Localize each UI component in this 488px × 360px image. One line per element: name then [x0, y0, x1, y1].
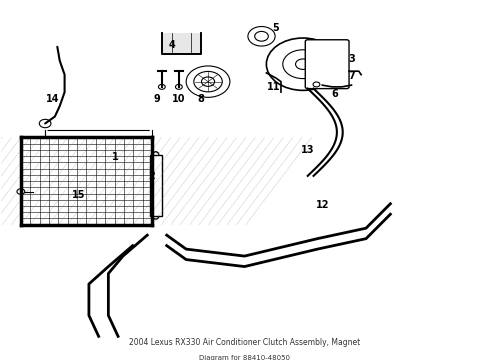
- Circle shape: [266, 38, 339, 90]
- Text: Diagram for 88410-48050: Diagram for 88410-48050: [199, 355, 289, 360]
- Bar: [21, 138, 152, 225]
- Text: 7: 7: [347, 71, 354, 81]
- Bar: [149, 155, 162, 216]
- Circle shape: [247, 27, 275, 46]
- Text: 2004 Lexus RX330 Air Conditioner Clutch Assembly, Magnet: 2004 Lexus RX330 Air Conditioner Clutch …: [129, 338, 359, 347]
- Text: 14: 14: [45, 94, 59, 104]
- Text: 5: 5: [272, 23, 279, 32]
- Text: 9: 9: [153, 94, 160, 104]
- Circle shape: [17, 189, 25, 194]
- Circle shape: [295, 59, 309, 69]
- Circle shape: [201, 77, 214, 86]
- Circle shape: [186, 66, 229, 97]
- Text: 13: 13: [300, 145, 314, 155]
- Text: 4: 4: [168, 40, 175, 50]
- Circle shape: [282, 50, 322, 78]
- Text: 3: 3: [347, 54, 354, 64]
- Text: 10: 10: [172, 94, 185, 104]
- Circle shape: [312, 82, 319, 87]
- FancyBboxPatch shape: [305, 40, 348, 89]
- Circle shape: [39, 119, 51, 128]
- Text: 15: 15: [72, 190, 86, 200]
- Text: 2: 2: [148, 171, 155, 181]
- Text: 12: 12: [315, 201, 328, 211]
- Circle shape: [175, 85, 182, 89]
- Circle shape: [254, 31, 268, 41]
- Circle shape: [193, 71, 222, 92]
- Circle shape: [158, 85, 165, 89]
- Bar: [162, 33, 201, 54]
- Text: 8: 8: [197, 94, 204, 104]
- Text: 11: 11: [266, 82, 280, 92]
- Text: 6: 6: [330, 89, 337, 99]
- Text: 1: 1: [112, 152, 119, 162]
